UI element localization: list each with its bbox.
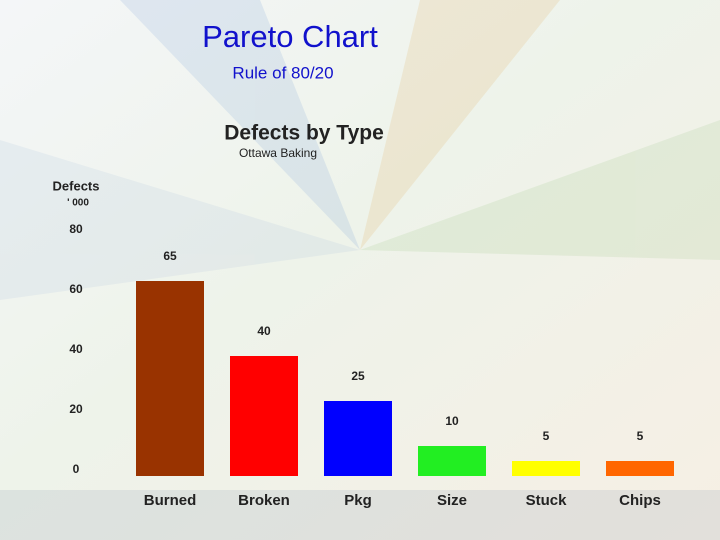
slide-title: Pareto Chart [202,19,378,54]
y-tick-label: 60 [69,282,83,296]
x-tick-label: Size [437,492,467,509]
x-tick-label: Broken [238,492,290,509]
bar [324,401,392,476]
bar [136,281,204,476]
y-tick-label: 40 [69,342,83,356]
y-axis-unit: ' 000 [67,198,89,209]
x-tick-label: Chips [619,492,661,509]
bar [606,461,674,476]
value-label: 10 [445,414,459,428]
y-axis-label: Defects [53,178,100,193]
bar [512,461,580,476]
x-tick-label: Pkg [344,492,372,509]
bar [230,356,298,476]
value-label: 25 [351,369,365,383]
y-tick-label: 0 [73,462,80,476]
chart-subtitle: Ottawa Baking [239,146,317,160]
x-tick-label: Stuck [526,492,568,509]
chart-title: Defects by Type [224,122,384,145]
x-tick-label: Burned [144,492,197,509]
y-tick-label: 20 [69,402,83,416]
y-tick-label: 80 [69,222,83,236]
value-label: 65 [163,249,177,263]
value-label: 5 [637,429,644,443]
slide-subtitle: Rule of 80/20 [232,63,333,82]
bar [418,446,486,476]
value-label: 5 [543,429,550,443]
value-label: 40 [257,324,271,338]
